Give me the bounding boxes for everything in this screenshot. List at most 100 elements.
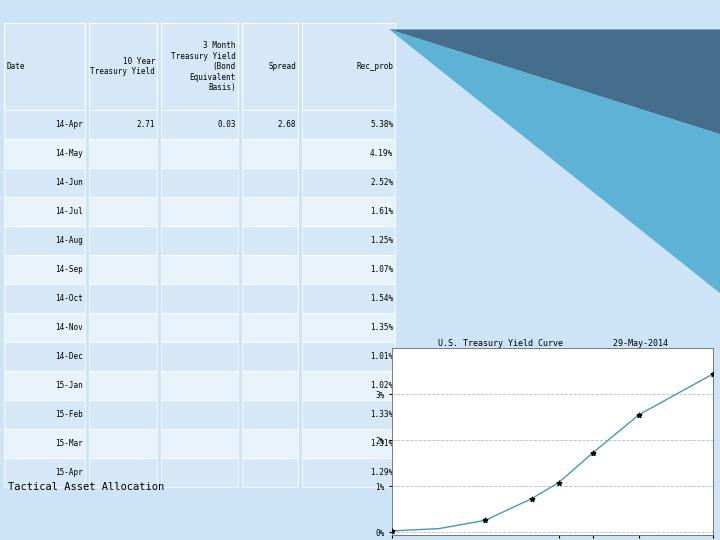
Bar (242, 226, 298, 255)
Bar (302, 400, 395, 429)
Bar (4, 110, 85, 139)
Point (553, 478, 564, 487)
Bar (89, 139, 157, 168)
Bar (4, 255, 85, 284)
Text: 14-Jun: 14-Jun (55, 178, 83, 187)
Text: 1.35%: 1.35% (370, 323, 393, 332)
Bar (4, 313, 85, 342)
Bar (161, 226, 238, 255)
Bar (4, 139, 85, 168)
Bar (89, 255, 157, 284)
Bar (4, 342, 85, 371)
Bar (4, 168, 85, 197)
Text: 14-Sep: 14-Sep (55, 265, 83, 274)
Bar (161, 342, 238, 371)
Text: 1.29%: 1.29% (370, 468, 393, 477)
Point (526, 495, 537, 503)
Bar (161, 284, 238, 313)
Bar (4, 458, 85, 487)
Bar (89, 371, 157, 400)
Bar (242, 429, 298, 458)
Bar (161, 400, 238, 429)
Text: 14-Aug: 14-Aug (55, 237, 83, 245)
Bar (302, 110, 395, 139)
Bar (161, 458, 238, 487)
Title: U.S. Treasury Yield Curve          29-May-2014: U.S. Treasury Yield Curve 29-May-2014 (438, 339, 667, 348)
Bar (161, 255, 238, 284)
Bar (89, 23, 157, 110)
Bar (242, 255, 298, 284)
Text: Tactical Asset Allocation: Tactical Asset Allocation (8, 482, 164, 492)
Bar (161, 23, 238, 110)
Text: 14-Jul: 14-Jul (55, 207, 83, 217)
Text: 1.07%: 1.07% (370, 265, 393, 274)
Bar (302, 23, 395, 110)
Text: 1.33%: 1.33% (370, 410, 393, 419)
Text: 1.25%: 1.25% (370, 237, 393, 245)
Text: 14-Oct: 14-Oct (55, 294, 83, 303)
Bar (4, 226, 85, 255)
Text: 1.61%: 1.61% (370, 207, 393, 217)
Bar (89, 342, 157, 371)
Text: 1.02%: 1.02% (370, 381, 393, 390)
Bar (242, 400, 298, 429)
Bar (302, 284, 395, 313)
Bar (242, 23, 298, 110)
Bar (161, 139, 238, 168)
Bar (4, 371, 85, 400)
Bar (161, 429, 238, 458)
Bar (4, 400, 85, 429)
Bar (242, 458, 298, 487)
Text: 1.31%: 1.31% (370, 439, 393, 448)
Bar (89, 226, 157, 255)
Bar (242, 284, 298, 313)
Text: 2.71: 2.71 (137, 120, 156, 130)
Bar (4, 284, 85, 313)
Bar (161, 313, 238, 342)
Bar (242, 342, 298, 371)
Bar (242, 197, 298, 226)
Text: 14-Nov: 14-Nov (55, 323, 83, 332)
Bar (302, 226, 395, 255)
Text: 1.01%: 1.01% (370, 352, 393, 361)
Bar (4, 197, 85, 226)
Bar (89, 284, 157, 313)
Text: 5.38%: 5.38% (370, 120, 393, 130)
Bar (89, 400, 157, 429)
Bar (89, 110, 157, 139)
Bar (89, 458, 157, 487)
Bar (242, 371, 298, 400)
Bar (302, 313, 395, 342)
Text: Date: Date (6, 62, 24, 71)
Text: 3 Month
Treasury Yield
(Bond
Equivalent
Basis): 3 Month Treasury Yield (Bond Equivalent … (171, 42, 236, 92)
Bar (242, 168, 298, 197)
Text: 15-Jan: 15-Jan (55, 381, 83, 390)
Bar (302, 458, 395, 487)
Bar (242, 313, 298, 342)
Bar (302, 168, 395, 197)
Text: 2.68: 2.68 (278, 120, 297, 130)
Text: 14-Apr: 14-Apr (55, 120, 83, 130)
Bar (89, 313, 157, 342)
Bar (89, 168, 157, 197)
Point (707, 370, 719, 379)
Bar (161, 110, 238, 139)
Text: 4.19%: 4.19% (370, 150, 393, 158)
Point (634, 410, 645, 419)
Text: 14-May: 14-May (55, 150, 83, 158)
Bar (302, 139, 395, 168)
Text: 15-Feb: 15-Feb (55, 410, 83, 419)
Text: 15-Mar: 15-Mar (55, 439, 83, 448)
Bar (242, 139, 298, 168)
Point (480, 516, 491, 525)
Bar (302, 342, 395, 371)
Bar (302, 197, 395, 226)
Bar (302, 429, 395, 458)
Bar (4, 23, 85, 110)
Bar (4, 429, 85, 458)
Text: 10 Year
Treasury Yield: 10 Year Treasury Yield (91, 57, 156, 76)
Point (587, 448, 598, 457)
Text: Rec_prob: Rec_prob (356, 62, 393, 71)
Text: 2.52%: 2.52% (370, 178, 393, 187)
Bar (302, 371, 395, 400)
